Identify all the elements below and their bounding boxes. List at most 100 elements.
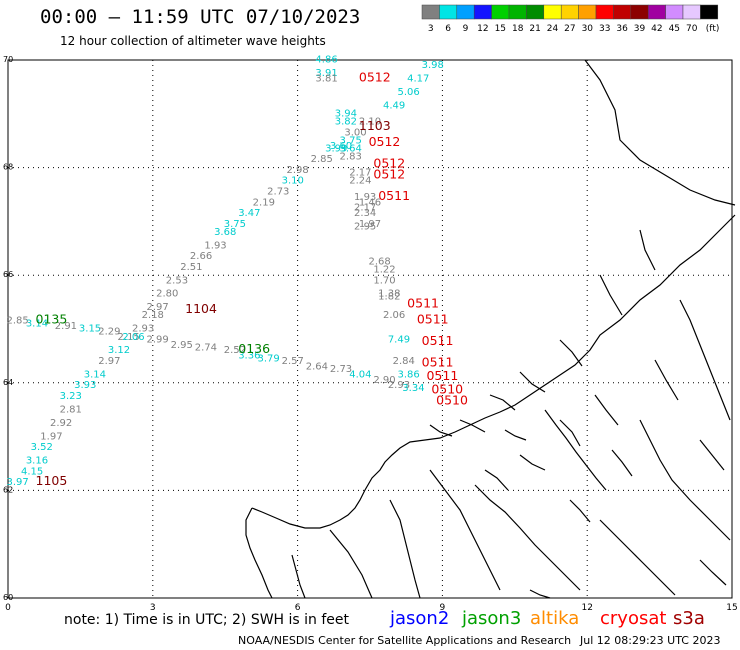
wave-height-label: 3.81 [315, 74, 337, 85]
wave-height-label: 4.86 [315, 55, 337, 66]
lon-tick-label: 3 [150, 603, 156, 613]
wave-height-label: 3.12 [108, 345, 130, 356]
wave-height-label: 2.99 [146, 334, 168, 345]
wave-height-label: 2.29 [98, 326, 120, 337]
legend-swatch [630, 4, 649, 20]
legend-swatch [647, 4, 666, 20]
wave-height-label: 3.93 [74, 380, 96, 391]
wave-height-label: 2.52 [224, 345, 246, 356]
wave-height-label: 3.91 [315, 68, 337, 79]
wave-height-label: 2.85 [7, 316, 29, 327]
wave-height-label: 2.93 [388, 380, 410, 391]
wave-height-label: 1.97 [40, 431, 62, 442]
time-label: 0511 [422, 333, 454, 348]
time-label: 0512 [373, 156, 405, 171]
wave-height-label: 3.14 [26, 318, 48, 329]
wave-height-label: 3.64 [340, 143, 362, 154]
time-label: 0510 [431, 382, 463, 397]
time-label: 0511 [417, 312, 449, 327]
legend-label: 9 [463, 24, 469, 34]
wave-height-label: 2.18 [142, 310, 164, 321]
legend-label: 39 [634, 24, 646, 34]
legend-swatch [560, 4, 579, 20]
lat-tick-label: 60 [3, 593, 13, 602]
legend-label: 15 [495, 24, 506, 34]
wave-height-label: 1.93 [354, 192, 376, 203]
legend-swatch [665, 4, 684, 20]
legend-swatch [508, 4, 527, 20]
satellite-label-jason2: jason2 [390, 608, 450, 629]
wave-height-label: 2.24 [349, 176, 371, 187]
legend-label: 70 [686, 24, 698, 34]
wave-height-label: 7.49 [388, 334, 410, 345]
legend-label: 27 [564, 24, 575, 34]
satellite-label-jason3: jason3 [462, 608, 522, 629]
lon-tick-label: 0 [5, 603, 11, 613]
wave-height-label: 1.46 [359, 197, 381, 208]
wave-height-label: 1.97 [359, 219, 381, 230]
wave-height-label: 2.80 [156, 289, 178, 300]
wave-height-label: 2.57 [282, 356, 304, 367]
satellite-label-s3a: s3a [673, 608, 705, 629]
wave-height-label: 2.83 [340, 152, 362, 163]
legend-label: 21 [529, 24, 540, 34]
legend-label: 24 [547, 24, 559, 34]
legend-label: 12 [477, 24, 488, 34]
wave-height-label: 5.06 [397, 87, 419, 98]
legend-unit: (ft) [706, 24, 720, 34]
wave-height-label: 3.36 [238, 351, 260, 362]
time-label: 0511 [422, 355, 454, 370]
legend-label: 18 [512, 24, 524, 34]
time-label: 1105 [36, 473, 68, 488]
wave-height-label: 3.14 [84, 369, 106, 380]
time-label: 0510 [436, 392, 468, 407]
wave-height-label: 4.15 [21, 466, 43, 477]
wave-height-label: 4.49 [383, 100, 405, 111]
legend-swatch [439, 4, 458, 20]
lat-tick-label: 66 [3, 270, 13, 279]
timestamp-text: Jul 12 08:29:23 UTC 2023 [580, 634, 721, 647]
wave-height-label: 2.68 [369, 256, 391, 267]
wave-height-label: 3.47 [238, 208, 260, 219]
wave-height-label: 2.15 [118, 332, 140, 343]
wave-height-label: 2.95 [171, 340, 193, 351]
legend-swatch [473, 4, 492, 20]
footer-note: note: 1) Time is in UTC; 2) SWH is in fe… [64, 612, 350, 628]
wave-height-label: 2.06 [122, 332, 144, 343]
wave-height-label: 2.64 [306, 361, 328, 372]
wave-height-label: 2.73 [330, 364, 352, 375]
lat-tick-label: 64 [3, 378, 13, 387]
wave-height-label: 2.84 [393, 356, 415, 367]
wave-height-label: 1.70 [373, 275, 395, 286]
legend-swatch [578, 4, 597, 20]
wave-height-label: 3.34 [402, 383, 424, 394]
legend-swatch [456, 4, 475, 20]
wave-height-label: 3.60 [330, 141, 352, 152]
wave-height-label: 3.23 [60, 391, 82, 402]
legend-swatch [421, 4, 440, 20]
wave-height-label: 3.97 [7, 477, 29, 488]
legend-label: 33 [599, 24, 610, 34]
wave-height-label: 3.16 [26, 456, 48, 467]
time-label: 0512 [373, 166, 405, 181]
wave-height-label: 1.93 [204, 240, 226, 251]
legend-swatch [543, 4, 562, 20]
wave-height-label: 1.82 [378, 291, 400, 302]
wave-height-label: 2.92 [50, 418, 72, 429]
time-label: 1103 [359, 118, 391, 133]
lat-tick-label: 70 [3, 55, 13, 64]
legend-label: 30 [582, 24, 594, 34]
time-label: 0511 [426, 368, 458, 383]
wave-height-label: 2.73 [267, 187, 289, 198]
wave-height-label: 4.17 [407, 74, 429, 85]
time-label: 0512 [369, 134, 401, 149]
wave-height-label: 2.17 [354, 203, 376, 214]
wave-height-label: 3.75 [224, 219, 246, 230]
time-label: 0511 [378, 188, 410, 203]
satellite-label-altika: altika [530, 608, 580, 629]
wave-height-label: 3.68 [214, 227, 236, 238]
wave-height-label: 2.91 [55, 321, 77, 332]
wave-height-label: 3.75 [340, 135, 362, 146]
satellite-label-cryosat: cryosat [600, 608, 667, 629]
lon-tick-label: 15 [726, 603, 737, 613]
